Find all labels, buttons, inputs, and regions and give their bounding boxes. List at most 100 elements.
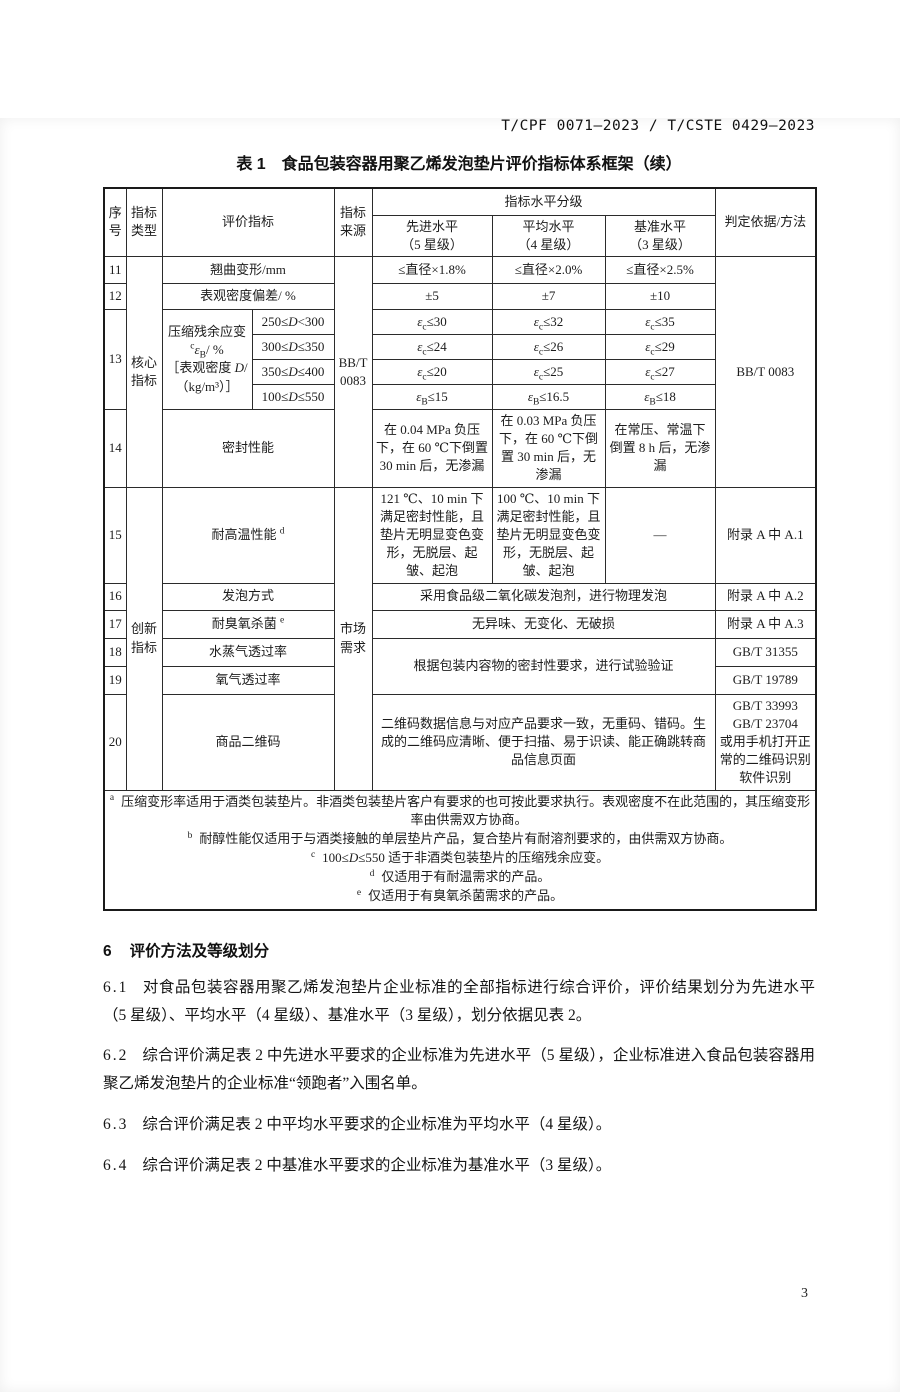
cell-requirement: 二维码数据信息与对应产品要求一致，无重码、错码。生成的二维码应清晰、便于扫描、易…	[371, 693, 716, 791]
cell-baseline: εc≤29	[604, 333, 716, 360]
cell-basis: 附录 A 中 A.3	[714, 609, 817, 639]
cell-baseline: εB≤18	[604, 383, 716, 410]
cell-indicator: 商品二维码	[161, 693, 335, 791]
cell-average: 100 ℃、10 min 下满足密封性能，且垫片无明显变色变形，无脱层、起皱、起…	[491, 486, 606, 584]
cell-indicator: 密封性能	[161, 408, 335, 488]
col-header-grading: 指标水平分级	[371, 187, 716, 216]
header-row-1: 序号 指标类型 评价指标 指标来源 指标水平分级 判定依据/方法	[103, 187, 817, 257]
table-row-15: 15 创新指标 耐高温性能 d 市场需求 121 ℃、10 min 下满足密封性…	[103, 486, 817, 791]
cell-basis: 附录 A 中 A.1	[714, 486, 817, 584]
cell-seq: 13	[103, 308, 127, 410]
cell-source-core: BB/T 0083	[333, 255, 373, 488]
clause-text: 综合评价满足表 2 中平均水平要求的企业标准为平均水平（4 星级）。	[142, 1116, 612, 1134]
cell-density-range: 100≤D≤550	[251, 383, 335, 410]
cell-average: ≤直径×2.0%	[491, 255, 606, 284]
table-row-13d: 100≤D≤550 εB≤15 εB≤16.5 εB≤18	[104, 383, 816, 410]
cell-basis: GB/T 19789	[714, 665, 817, 695]
cell-advanced: εc≤30	[371, 308, 493, 335]
footnote-c: c 100≤D≤550 适于非酒类包装垫片的压缩残余应变。	[108, 849, 812, 867]
cell-indicator: 耐高温性能 d	[161, 486, 335, 584]
clause-text: 对食品包装容器用聚乙烯发泡垫片企业标准的全部指标进行综合评价，评价结果划分为先进…	[103, 978, 815, 1024]
section-title: 评价方法及等级划分	[129, 942, 270, 960]
cell-baseline: ≤直径×2.5%	[604, 255, 716, 284]
page-content: T/CPF 0071—2023 / T/CSTE 0429—2023 表 1 食…	[0, 118, 900, 1180]
cell-indicator: 氧气透过率	[161, 665, 335, 695]
cell-average: ±7	[491, 282, 606, 310]
cell-average: εB≤16.5	[491, 383, 606, 410]
cell-baseline: εc≤35	[604, 308, 716, 335]
col-header-source: 指标来源	[333, 187, 373, 257]
cell-seq: 15	[103, 486, 127, 584]
page-number: 3	[801, 1286, 808, 1301]
cell-requirement: 采用食品级二氧化碳发泡剂，进行物理发泡	[371, 582, 716, 611]
cell-basis: 附录 A 中 A.2	[714, 582, 817, 611]
clause-number: 6.1	[103, 978, 129, 996]
cell-seq: 19	[103, 665, 127, 695]
clause-text: 综合评价满足表 2 中基准水平要求的企业标准为基准水平（3 星级）。	[142, 1157, 612, 1175]
footnote-text: 仅适用于有耐温需求的产品。	[381, 869, 551, 885]
cell-seq: 14	[103, 408, 127, 488]
footnote-e: e 仅适用于有臭氧杀菌需求的产品。	[108, 887, 812, 905]
section-6-heading: 6 评价方法及等级划分	[103, 939, 815, 961]
table-row-11: 11 核心指标 翘曲变形/mm BB/T 0083 ≤直径×1.8% ≤直径×2…	[103, 255, 817, 488]
cell-advanced: εB≤15	[371, 383, 493, 410]
table-row-14: 14 密封性能 在 0.04 MPa 负压下，在 60 ℃下倒置 30 min …	[103, 408, 816, 488]
clause-number: 6.2	[103, 1047, 129, 1065]
footnote-marker: c	[310, 849, 316, 860]
table-row-17: 17 耐臭氧杀菌 e 无异味、无变化、无破损 附录 A 中 A.3	[103, 609, 817, 639]
cell-average: εc≤25	[491, 358, 606, 385]
col-header-advanced: 先进水平 （5 星级）	[371, 214, 493, 257]
table-footnotes: a 压缩变形率适用于酒类包装垫片。非酒类包装垫片客户有要求的也可按此要求执行。表观…	[103, 789, 817, 911]
cell-source-innovation: 市场需求	[333, 486, 373, 791]
header-row-2: 先进水平 （5 星级） 平均水平 （4 星级） 基准水平 （3 星级）	[104, 214, 816, 257]
table-row-12: 12 表观密度偏差/ % ±5 ±7 ±10	[103, 282, 816, 310]
cell-seq: 20	[103, 693, 127, 791]
cell-seq: 11	[103, 255, 127, 284]
paragraph-6-1: 6.1 对食品包装容器用聚乙烯发泡垫片企业标准的全部指标进行综合评价，评价结果划分…	[103, 974, 815, 1030]
clause-number: 6.4	[103, 1157, 129, 1175]
doc-reference: T/CPF 0071—2023 / T/CSTE 0429—2023	[501, 118, 815, 134]
indicator-table: 序号 指标类型 评价指标 指标来源 指标水平分级 判定依据/方法 先进水平 （5…	[103, 187, 818, 911]
cell-advanced: ±5	[371, 282, 493, 310]
cell-baseline: εc≤27	[604, 358, 716, 385]
col-header-average: 平均水平 （4 星级）	[491, 214, 606, 257]
paragraph-6-4: 6.4 综合评价满足表 2 中基准水平要求的企业标准为基准水平（3 星级）。	[103, 1152, 815, 1180]
footnote-b: b 耐醇性能仅适用于与酒类接触的单层垫片产品，复合垫片有耐溶剂要求的，由供需双方协…	[108, 830, 812, 848]
cell-seq: 12	[103, 282, 127, 310]
cell-baseline: —	[604, 486, 716, 584]
footnote-text: 压缩变形率适用于酒类包装垫片。非酒类包装垫片客户有要求的也可按此要求执行。表观密…	[121, 793, 811, 827]
cell-indicator: 水蒸气透过率	[161, 637, 335, 667]
document-page: { "doc": { "header_ref": "T/CPF 0071—202…	[0, 118, 900, 1392]
col-header-type: 指标类型	[125, 187, 163, 257]
cell-density-range: 350≤D≤400	[251, 358, 335, 385]
section-number: 6	[103, 942, 112, 960]
cell-advanced: ≤直径×1.8%	[371, 255, 493, 284]
col-header-basis: 判定依据/方法	[714, 187, 817, 257]
clause-text: 综合评价满足表 2 中先进水平要求的企业标准为先进水平（5 星级），企业标准进入…	[103, 1047, 815, 1093]
footnotes-row: a 压缩变形率适用于酒类包装垫片。非酒类包装垫片客户有要求的也可按此要求执行。表观…	[103, 789, 817, 911]
cell-advanced: 121 ℃、10 min 下满足密封性能，且垫片无明显变色变形，无脱层、起皱、起…	[371, 486, 493, 584]
cell-basis: BB/T 0083	[714, 255, 817, 488]
footnote-marker: a	[109, 793, 115, 804]
cell-seq: 17	[103, 609, 127, 639]
cell-seq: 18	[103, 637, 127, 667]
cell-seq: 16	[103, 582, 127, 611]
col-header-baseline: 基准水平 （3 星级）	[604, 214, 716, 257]
table-row-13a: 13 压缩残余应变 cεB/ % ［表观密度 D/（kg/m³）］ 250≤D<30…	[103, 308, 816, 410]
cell-type-core: 核心指标	[125, 255, 163, 488]
table-row-18: 18 水蒸气透过率 根据包装内容物的密封性要求，进行试验验证 GB/T 3135…	[103, 637, 817, 695]
footnote-marker: e	[356, 888, 362, 899]
cell-baseline: ±10	[604, 282, 716, 310]
footnote-d: d 仅适用于有耐温需求的产品。	[108, 868, 812, 886]
cell-average: εc≤32	[491, 308, 606, 335]
paragraph-6-2: 6.2 综合评价满足表 2 中先进水平要求的企业标准为先进水平（5 星级），企业标…	[103, 1042, 815, 1098]
table-title: 表 1 食品包装容器用聚乙烯发泡垫片评价指标体系框架（续）	[236, 156, 682, 173]
footnote-a: a 压缩变形率适用于酒类包装垫片。非酒类包装垫片客户有要求的也可按此要求执行。表观…	[108, 793, 812, 829]
cell-indicator: 表观密度偏差/ %	[161, 282, 335, 310]
cell-basis: GB/T 33993 GB/T 23704 或用手机打开正常的二维码识别软件识别	[714, 693, 817, 791]
cell-requirement: 根据包装内容物的密封性要求，进行试验验证	[371, 637, 716, 695]
col-header-seq: 序号	[103, 187, 127, 257]
footnote-marker: b	[187, 830, 193, 841]
cell-average: εc≤26	[491, 333, 606, 360]
cell-baseline: 在常压、常温下倒置 8 h 后，无渗漏	[604, 408, 716, 488]
